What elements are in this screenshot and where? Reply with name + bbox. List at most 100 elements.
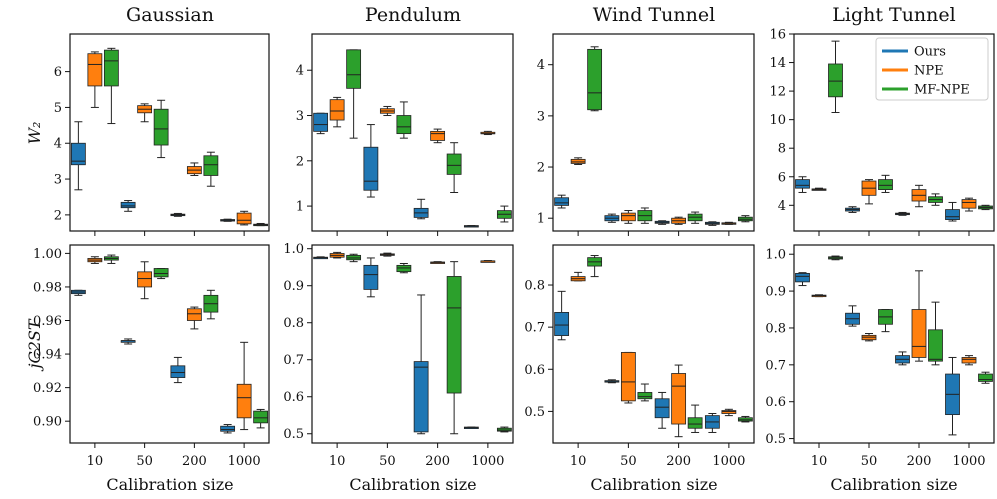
box-iqr xyxy=(396,115,412,135)
box-iqr xyxy=(637,392,653,400)
y-tick-label: 1.0 xyxy=(765,248,786,263)
x-tick-label: 1000 xyxy=(471,454,504,469)
xlabel-gaussian: Calibration size xyxy=(106,475,233,494)
box-iqr xyxy=(620,212,636,222)
box-ours-50 xyxy=(845,206,860,213)
box-ours-1000 xyxy=(704,413,720,433)
box-iqr xyxy=(220,425,236,432)
box-ours-10 xyxy=(795,272,810,287)
box-iqr xyxy=(203,155,219,176)
box-iqr xyxy=(795,179,810,189)
y-tick-label: 1.00 xyxy=(33,247,62,262)
box-iqr xyxy=(329,99,345,121)
panel-w2-wind-tunnel: 1 2 3 4 xyxy=(537,33,755,236)
box-ours-50 xyxy=(120,200,136,212)
col-title-pendulum: Pendulum xyxy=(365,4,461,26)
box-iqr xyxy=(587,48,603,111)
y-tick-label: 6 xyxy=(54,65,62,80)
x-tick-label: 50 xyxy=(136,454,153,469)
xlabel-pendulum: Calibration size xyxy=(349,475,476,494)
axes-frame xyxy=(311,244,514,444)
x-tick-label: 50 xyxy=(379,454,396,469)
legend-frame xyxy=(875,37,989,101)
y-tick-label: 0.94 xyxy=(33,348,62,363)
panel-jc2st-pendulum: 0.5 0.6 0.7 0.8 0.9 1.0 10 50 200 1000 xyxy=(283,242,514,469)
y-tick-label: 3 xyxy=(296,109,304,124)
box-npe-1000 xyxy=(236,341,252,431)
col-title-wind-tunnel: Wind Tunnel xyxy=(593,4,715,26)
box-mf-npe-50 xyxy=(396,263,412,274)
box-mf-npe-10 xyxy=(346,49,362,139)
box-mf-npe-50 xyxy=(153,267,169,280)
box-iqr xyxy=(153,268,169,278)
box-mf-npe-10 xyxy=(103,47,119,125)
box-mf-npe-50 xyxy=(878,309,893,333)
box-iqr xyxy=(721,410,737,414)
legend-label-npe: NPE xyxy=(914,64,944,79)
x-tick-label: 200 xyxy=(666,454,691,469)
box-ours-10 xyxy=(313,112,329,135)
y-tick-label: 4 xyxy=(778,199,786,214)
box-iqr xyxy=(446,276,462,394)
box-ours-1000 xyxy=(945,356,960,436)
box-ours-50 xyxy=(120,338,136,345)
box-ours-1000 xyxy=(463,225,479,228)
box-npe-1000 xyxy=(480,260,496,263)
box-iqr xyxy=(363,264,379,290)
box-iqr xyxy=(654,398,670,419)
box-ours-1000 xyxy=(704,221,720,226)
box-iqr xyxy=(153,108,169,146)
y-tick-label: 1 xyxy=(537,212,545,227)
box-iqr xyxy=(70,142,86,166)
box-npe-10 xyxy=(570,157,586,165)
xlabel-wind-tunnel: Calibration size xyxy=(590,475,717,494)
box-iqr xyxy=(554,197,570,206)
y-tick-label: 3 xyxy=(537,109,545,124)
box-iqr xyxy=(346,49,362,89)
y-tick-label: 0.8 xyxy=(283,316,304,331)
y-tick-label: 12 xyxy=(769,85,786,100)
box-ours-200 xyxy=(170,356,186,384)
col-title-light-tunnel: Light Tunnel xyxy=(832,4,955,26)
box-ours-50 xyxy=(604,379,620,384)
box-npe-1000 xyxy=(236,210,252,226)
box-iqr xyxy=(413,361,429,433)
box-ours-200 xyxy=(413,198,429,220)
box-npe-1000 xyxy=(480,130,496,136)
x-tick-label: 200 xyxy=(425,454,450,469)
box-mf-npe-50 xyxy=(637,383,653,402)
y-tick-label: 10 xyxy=(769,113,786,128)
box-npe-50 xyxy=(620,351,636,404)
box-iqr xyxy=(103,49,119,87)
x-tick-label: 1000 xyxy=(228,454,261,469)
box-ours-200 xyxy=(654,391,670,429)
box-mf-npe-50 xyxy=(637,207,653,224)
axes-frame xyxy=(793,33,995,232)
panel-jc2st-gaussian: 0.90 0.92 0.94 0.96 0.98 1.00 10 50 200 1000 xyxy=(33,244,270,469)
box-iqr xyxy=(945,209,960,220)
box-npe-1000 xyxy=(961,197,977,212)
y-tick-label: 0.5 xyxy=(524,405,545,420)
box-iqr xyxy=(137,271,153,288)
box-iqr xyxy=(446,153,462,175)
xlabels: Calibration size Calibration size Calibr… xyxy=(106,475,957,494)
box-npe-200 xyxy=(186,162,202,176)
y-tick-label: 2 xyxy=(537,161,545,176)
box-iqr xyxy=(570,158,586,164)
box-mf-npe-10 xyxy=(103,254,119,264)
box-mf-npe-1000 xyxy=(496,205,512,223)
box-mf-npe-10 xyxy=(587,46,603,112)
y-tick-label: 5 xyxy=(54,101,62,116)
box-iqr xyxy=(671,373,687,425)
box-npe-50 xyxy=(861,332,877,342)
y-tick-label: 0.7 xyxy=(283,353,304,368)
y-tick-label: 0.6 xyxy=(765,395,786,410)
x-tick-label: 10 xyxy=(811,454,828,469)
box-mf-npe-10 xyxy=(828,255,843,261)
box-ours-10 xyxy=(313,256,329,260)
box-npe-10 xyxy=(570,271,586,282)
x-tick-label: 200 xyxy=(907,454,932,469)
x-tick-label: 1000 xyxy=(952,454,985,469)
y-tick-label: 2 xyxy=(54,208,62,223)
